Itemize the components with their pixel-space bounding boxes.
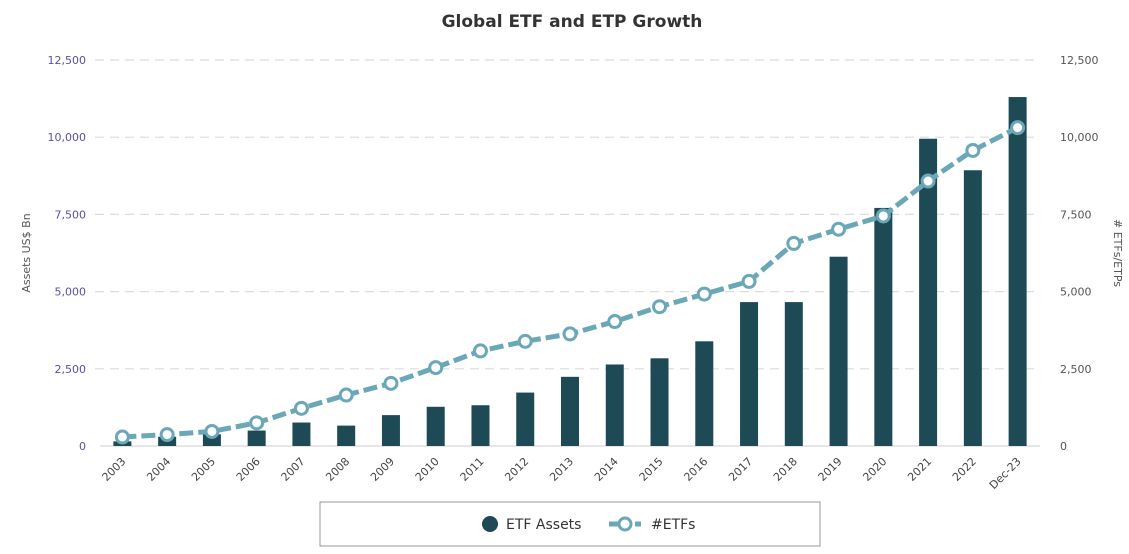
x-tick-label: 2015 <box>637 455 666 484</box>
legend-marker-etf-assets[interactable] <box>482 516 498 532</box>
x-tick-label: 2018 <box>771 455 800 484</box>
bar-etf-assets[interactable] <box>292 422 311 446</box>
point-num-etfs[interactable] <box>741 273 757 289</box>
y-tick-left-label: 12,500 <box>48 54 87 67</box>
x-tick-label: 2010 <box>413 455 442 484</box>
point-num-etfs[interactable] <box>965 142 981 158</box>
x-axis-ticks: 2003 2004 2005 2006 2007 2008 2009 2010 2011 2012… <box>100 455 1024 492</box>
bar-etf-assets[interactable] <box>561 376 579 446</box>
chart-title: Global ETF and ETP Growth <box>442 12 703 32</box>
bar-etf-assets[interactable] <box>516 392 535 446</box>
y-tick-left-label: 10,000 <box>48 131 87 144</box>
bar-etf-assets[interactable] <box>605 364 624 446</box>
bar-etf-assets[interactable] <box>247 430 266 446</box>
bar-etf-assets[interactable] <box>829 256 848 446</box>
legend-label-num-etfs[interactable]: #ETFs <box>651 517 695 533</box>
y-axis-right-ticks: 0 2,500 5,000 7,500 10,000 12,500 <box>1060 54 1099 453</box>
x-tick-label: 2014 <box>592 455 621 484</box>
x-tick-label: Dec-23 <box>987 455 1024 492</box>
bar-etf-assets[interactable] <box>426 406 445 446</box>
legend: ETF Assets #ETFs <box>319 501 821 547</box>
bar-etf-assets[interactable] <box>337 425 356 446</box>
bar-etf-assets[interactable] <box>919 138 938 446</box>
y-tick-right-label: 0 <box>1060 440 1067 453</box>
point-num-etfs[interactable] <box>920 173 936 189</box>
x-tick-label: 2008 <box>323 455 352 484</box>
y-axis-left-ticks: 0 2,500 5,000 7,500 10,000 12,500 <box>48 54 87 453</box>
bar-etf-assets[interactable] <box>963 170 982 447</box>
bar-etf-assets[interactable] <box>695 341 714 446</box>
gridlines <box>95 59 1040 370</box>
point-num-etfs[interactable] <box>786 235 802 251</box>
bar-etf-assets[interactable] <box>381 415 400 446</box>
x-tick-label: 2011 <box>458 455 487 484</box>
y-tick-right-label: 5,000 <box>1060 286 1092 299</box>
legend-box <box>319 501 821 547</box>
x-tick-label: 2020 <box>860 455 889 484</box>
x-tick-label: 2007 <box>279 455 308 484</box>
bar-etf-assets[interactable] <box>784 302 803 446</box>
x-tick-label: 2003 <box>100 455 129 484</box>
point-num-etfs[interactable] <box>114 429 130 445</box>
bars-etf-assets <box>113 97 1027 447</box>
point-num-etfs[interactable] <box>875 208 891 224</box>
x-tick-label: 2017 <box>726 455 755 484</box>
x-tick-label: 2005 <box>189 455 218 484</box>
point-num-etfs[interactable] <box>517 333 533 349</box>
y-tick-left-label: 2,500 <box>55 363 87 376</box>
point-num-etfs[interactable] <box>204 423 220 439</box>
point-num-etfs[interactable] <box>562 326 578 342</box>
x-tick-label: 2009 <box>368 455 397 484</box>
x-tick-label: 2021 <box>905 455 934 484</box>
point-num-etfs[interactable] <box>249 415 265 431</box>
x-tick-label: 2013 <box>547 455 576 484</box>
point-num-etfs[interactable] <box>831 221 847 237</box>
point-num-etfs[interactable] <box>293 400 309 416</box>
bar-etf-assets[interactable] <box>740 302 759 446</box>
y-axis-right-label: # ETFs/ETPs <box>1111 219 1124 287</box>
point-num-etfs[interactable] <box>472 343 488 359</box>
y-axis-left-label: Assets US$ Bn <box>20 213 33 292</box>
point-num-etfs[interactable] <box>652 299 668 315</box>
bar-etf-assets[interactable] <box>471 405 490 446</box>
point-num-etfs[interactable] <box>696 286 712 302</box>
point-num-etfs[interactable] <box>338 387 354 403</box>
bar-etf-assets[interactable] <box>874 207 893 446</box>
point-num-etfs[interactable] <box>383 375 399 391</box>
y-tick-left-label: 0 <box>79 440 86 453</box>
point-num-etfs[interactable] <box>428 360 444 376</box>
bar-etf-assets[interactable] <box>202 434 221 446</box>
point-num-etfs[interactable] <box>1010 120 1026 136</box>
bar-etf-assets[interactable] <box>1008 97 1027 446</box>
point-num-etfs[interactable] <box>607 314 623 330</box>
y-tick-left-label: 7,500 <box>55 208 87 221</box>
y-tick-right-label: 10,000 <box>1060 131 1099 144</box>
point-num-etfs[interactable] <box>159 427 175 443</box>
x-tick-label: 2012 <box>502 455 531 484</box>
x-tick-label: 2019 <box>816 455 845 484</box>
x-tick-label: 2016 <box>681 455 710 484</box>
y-tick-right-label: 7,500 <box>1060 208 1092 221</box>
legend-label-etf-assets[interactable]: ETF Assets <box>506 517 581 533</box>
y-tick-right-label: 2,500 <box>1060 363 1092 376</box>
y-tick-right-label: 12,500 <box>1060 54 1099 67</box>
line-num-etfs <box>114 120 1026 445</box>
x-tick-label: 2022 <box>950 455 979 484</box>
bar-etf-assets[interactable] <box>650 358 669 446</box>
legend-marker-num-etfs[interactable] <box>617 516 633 532</box>
x-tick-label: 2006 <box>234 455 263 484</box>
y-tick-left-label: 5,000 <box>55 286 87 299</box>
x-tick-label: 2004 <box>144 455 173 484</box>
